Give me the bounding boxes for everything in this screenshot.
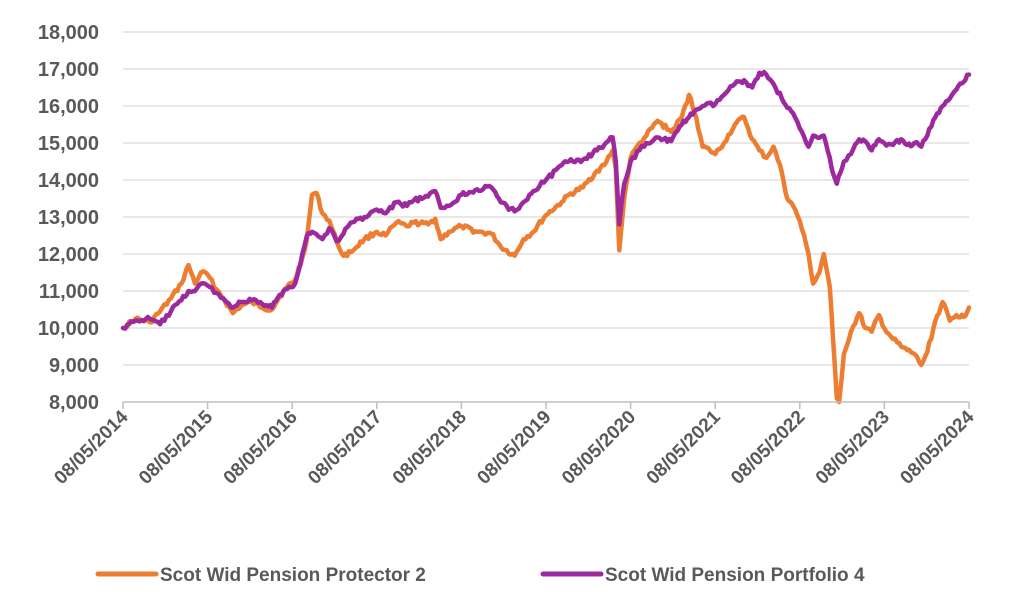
x-tick-label: 08/05/2014: [50, 406, 132, 488]
y-tick-label: 17,000: [38, 59, 99, 81]
x-tick-label: 08/05/2018: [389, 407, 471, 489]
y-tick-label: 18,000: [38, 22, 99, 44]
y-tick-label: 13,000: [38, 207, 99, 229]
y-tick-label: 15,000: [38, 133, 99, 155]
series-lines: [120, 69, 972, 405]
x-axis-labels: 08/05/2014 08/05/2015 08/05/2016 08/05/2017…: [50, 406, 978, 488]
legend: Scot Wid Pension Protector 2 Scot Wid Pen…: [95, 565, 865, 586]
y-tick-label: 8,000: [49, 392, 99, 414]
y-tick-label: 12,000: [38, 244, 99, 266]
x-tick-label: 08/05/2020: [558, 407, 640, 489]
x-tick-label: 08/05/2016: [220, 407, 302, 489]
y-tick-label: 11,000: [39, 281, 99, 303]
series-line-2: [120, 69, 972, 331]
x-tick-label: 08/05/2021: [643, 406, 725, 488]
y-tick-label: 16,000: [38, 96, 99, 118]
x-tick-label: 08/05/2024: [896, 406, 978, 488]
series-line-1: [120, 92, 972, 405]
x-tick-label: 08/05/2019: [473, 407, 555, 489]
x-axis: [122, 401, 970, 409]
x-tick-label: 08/05/2017: [304, 407, 386, 489]
y-tick-label: 10,000: [38, 318, 99, 340]
legend-label: Scot Wid Pension Protector 2: [160, 565, 426, 586]
x-tick-label: 08/05/2015: [135, 406, 217, 488]
legend-label: Scot Wid Pension Portfolio 4: [605, 565, 865, 586]
x-tick-label: 08/05/2022: [727, 407, 809, 489]
y-tick-label: 14,000: [38, 170, 99, 192]
gridlines: [123, 31, 969, 366]
y-tick-label: 9,000: [49, 355, 99, 377]
y-axis-labels: 8,000 9,000 10,000 11,000 12,000 13,000 14,000…: [38, 22, 99, 414]
x-tick-label: 08/05/2023: [812, 407, 894, 489]
